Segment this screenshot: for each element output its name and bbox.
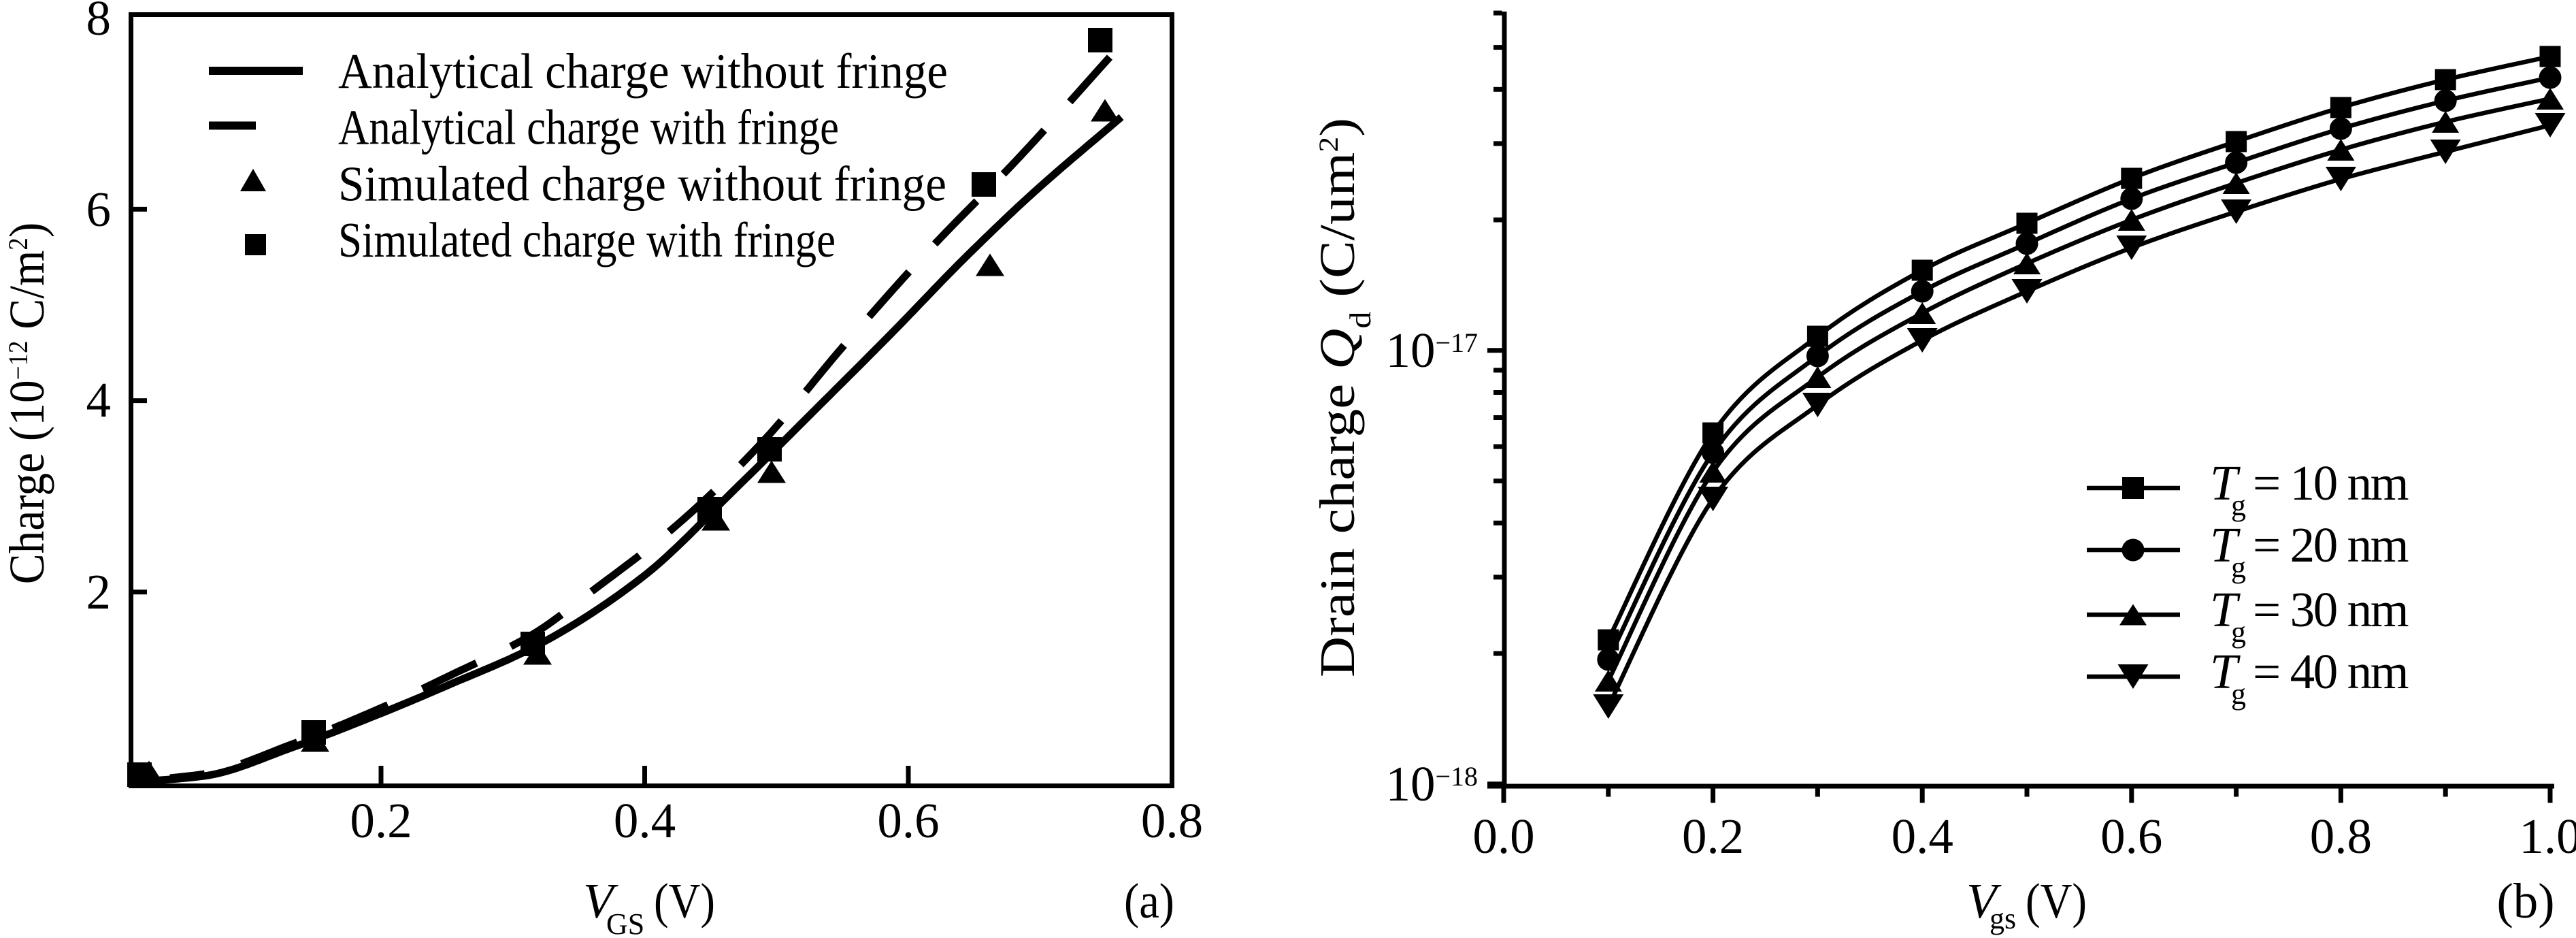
svg-text:0.4: 0.4 <box>1892 809 1953 864</box>
svg-text:Simulated charge without fring: Simulated charge without fringe <box>338 156 946 211</box>
svg-text:VGS(V): VGS (V) <box>583 873 715 938</box>
svg-text:0.2: 0.2 <box>1682 809 1744 864</box>
svg-text:4: 4 <box>86 372 112 427</box>
svg-text:6: 6 <box>86 182 112 237</box>
svg-text:0.8: 0.8 <box>2310 809 2372 864</box>
svg-text:0.4: 0.4 <box>614 793 676 848</box>
svg-text:0.2: 0.2 <box>350 793 412 848</box>
svg-text:Analytical charge without frin: Analytical charge without fringe <box>338 44 948 99</box>
svg-text:1.0: 1.0 <box>2519 809 2576 864</box>
svg-text:Tg= 20 nm: Tg = 20 nm <box>2210 517 2409 584</box>
svg-text:0.8: 0.8 <box>1141 793 1203 848</box>
svg-text:Tg= 30 nm: Tg = 30 nm <box>2210 582 2409 649</box>
svg-text:Tg= 40 nm: Tg = 40 nm <box>2210 644 2409 711</box>
svg-text:(b): (b) <box>2496 873 2554 928</box>
svg-text:Charge (10−12 C/m2): Charge (10−12 C/m2) <box>0 223 55 585</box>
svg-text:Tg= 10 nm: Tg = 10 nm <box>2210 455 2409 522</box>
svg-text:Vgs(V): Vgs (V) <box>1966 873 2087 935</box>
svg-text:Simulated charge with fringe: Simulated charge with fringe <box>338 212 836 268</box>
svg-text:8: 8 <box>86 0 112 46</box>
svg-text:2: 2 <box>86 564 112 619</box>
svg-text:0.0: 0.0 <box>1472 809 1534 864</box>
svg-text:Analytical charge with fringe: Analytical charge with fringe <box>338 100 839 155</box>
svg-text:0.6: 0.6 <box>877 793 939 848</box>
svg-text:0.6: 0.6 <box>2100 809 2162 864</box>
svg-text:(a): (a) <box>1124 873 1174 928</box>
